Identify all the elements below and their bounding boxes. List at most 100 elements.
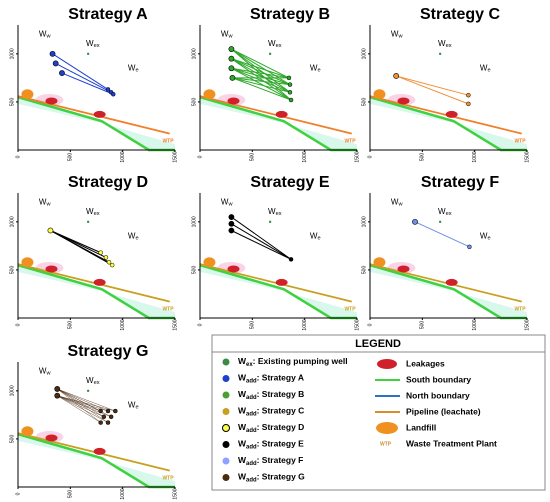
legend-wtp: WTP — [380, 441, 392, 447]
pumping-link — [231, 48, 292, 101]
target-well — [466, 92, 471, 98]
x-tick-label: 500 — [68, 153, 74, 162]
x-tick-label: 1000 — [302, 151, 308, 162]
added-well — [228, 220, 235, 227]
pumping-link — [52, 53, 109, 90]
leakage — [275, 278, 288, 286]
leakage — [445, 278, 458, 286]
y-tick-label: 500 — [361, 266, 367, 275]
we-label-sub: e — [135, 68, 138, 74]
y-tick-label: 1000 — [9, 48, 15, 59]
legend-title: LEGEND — [355, 338, 401, 350]
wex-label-sub: ex — [276, 212, 282, 218]
pumping-link — [231, 58, 291, 86]
x-tick-label: 500 — [250, 321, 256, 330]
target-well — [288, 257, 294, 262]
x-tick-label: 1500 — [524, 319, 530, 330]
added-well — [228, 214, 235, 220]
ww-label: Ww — [221, 30, 234, 40]
panel-title: Strategy C — [420, 6, 500, 23]
leakage — [397, 265, 410, 273]
ww-label-main: W — [39, 30, 47, 39]
x-tick-label: 500 — [68, 490, 74, 499]
x-tick-label: 500 — [68, 321, 74, 330]
we-label-sub: e — [317, 236, 320, 242]
we-label-main: W — [128, 400, 136, 409]
legend-feature: Pipeline (leachate) — [406, 406, 481, 416]
existing-well — [86, 389, 90, 393]
leakage — [45, 265, 58, 273]
legend-well-label-text: : Existing pumping well — [253, 356, 348, 366]
legend-well-label: Wadd: Strategy A — [238, 373, 304, 384]
target-well — [287, 82, 293, 87]
panel-title: Strategy D — [68, 174, 148, 191]
y-tick-label: 500 — [9, 266, 15, 275]
wex-label-sub: ex — [94, 212, 100, 218]
x-tick-label: 1000 — [472, 151, 478, 162]
ww-label-main: W — [221, 30, 229, 39]
x-tick-label: 0 — [15, 155, 21, 158]
ww-label-main: W — [391, 30, 399, 39]
pumping-link — [232, 77, 291, 93]
added-well — [228, 65, 235, 72]
we-label-sub: e — [487, 68, 490, 74]
legend-well-label-main: W — [238, 439, 247, 449]
leakage — [397, 97, 410, 105]
wtp-label: WTP — [162, 476, 174, 482]
existing-well — [438, 220, 442, 224]
wex-label: Wex — [86, 207, 100, 217]
we-label: We — [128, 63, 139, 73]
panel-title: Strategy E — [250, 174, 329, 191]
we-label-sub: e — [135, 236, 138, 242]
pumping-link — [231, 67, 290, 79]
target-well — [108, 414, 114, 420]
existing-well — [86, 52, 90, 56]
added-well — [228, 227, 235, 234]
pumping-link — [57, 395, 109, 423]
legend-well — [222, 457, 230, 465]
x-tick-label: 1500 — [524, 151, 530, 162]
added-well — [49, 50, 56, 57]
y-tick-label: 1000 — [361, 216, 367, 227]
pumping-link — [231, 58, 291, 93]
we-label-main: W — [310, 63, 318, 72]
legend-well-label-text: : Strategy F — [257, 455, 304, 465]
ww-label: Ww — [391, 30, 404, 40]
existing-well — [438, 52, 442, 56]
x-tick-label: 500 — [250, 153, 256, 162]
x-tick-label: 1000 — [472, 319, 478, 330]
target-well — [103, 255, 109, 260]
wex-label: Wex — [268, 207, 282, 217]
we-label: We — [480, 231, 491, 241]
we-label: We — [128, 400, 139, 410]
added-well — [412, 218, 418, 225]
x-tick-label: 500 — [420, 321, 426, 330]
we-label-sub: e — [317, 68, 320, 74]
legend-feature: Leakages — [406, 358, 445, 368]
pumping-link — [50, 230, 113, 266]
x-tick-label: 1500 — [172, 319, 178, 330]
added-well — [228, 55, 235, 62]
legend-well-label-sub: add — [246, 444, 257, 450]
existing-well — [86, 220, 90, 224]
wex-label-main: W — [86, 376, 94, 385]
x-tick-label: 0 — [197, 323, 203, 326]
legend-well-label-sub: ex — [246, 362, 253, 368]
landfill — [21, 89, 34, 100]
pumping-link — [57, 388, 116, 412]
target-well — [109, 262, 115, 268]
leakage — [93, 110, 106, 118]
target-well — [101, 414, 107, 420]
y-tick-label: 1000 — [191, 48, 197, 59]
target-well — [98, 420, 103, 425]
target-well — [110, 91, 116, 97]
wtp-label: WTP — [344, 307, 356, 313]
ww-label-sub: w — [45, 371, 51, 377]
wex-label-sub: ex — [94, 381, 100, 387]
x-tick-label: 0 — [15, 323, 21, 326]
target-well — [287, 90, 293, 95]
pumping-link — [55, 63, 112, 93]
legend-well-label-main: W — [238, 455, 247, 465]
x-tick-label: 1000 — [302, 319, 308, 330]
